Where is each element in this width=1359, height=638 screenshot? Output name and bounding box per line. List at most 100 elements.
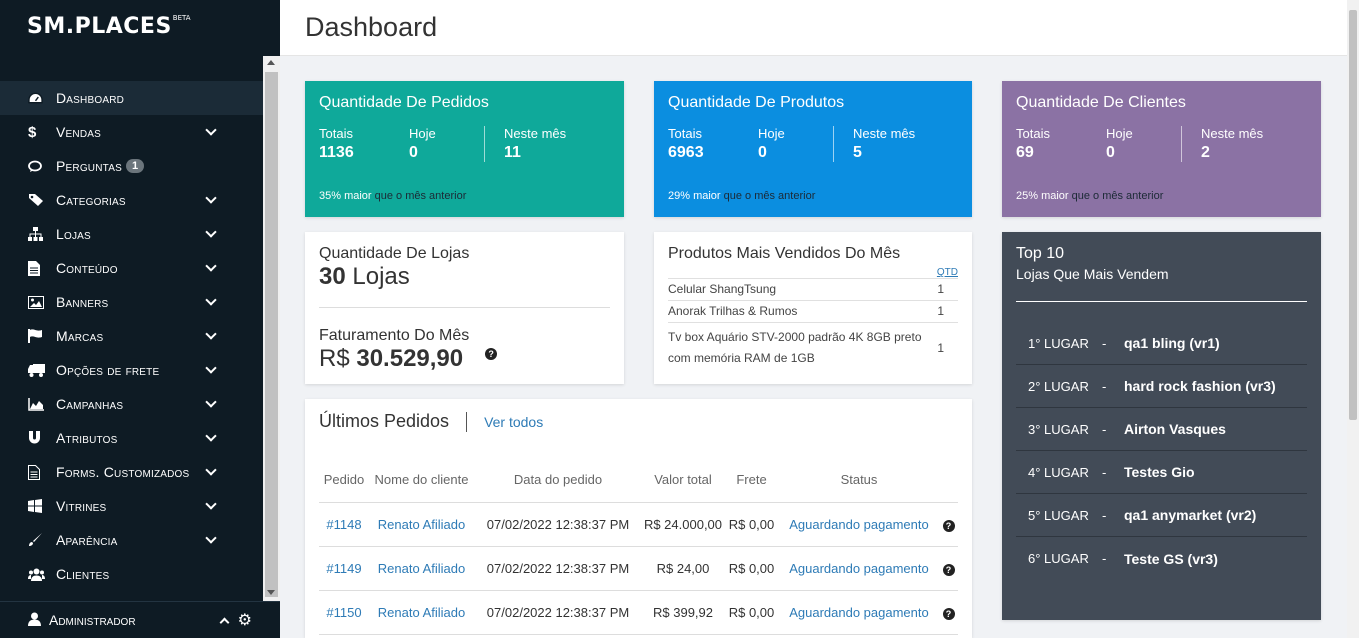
tags-icon <box>28 193 56 207</box>
sidebar-item-lojas[interactable]: Lojas <box>0 217 263 251</box>
scroll-down-arrow-icon[interactable] <box>267 590 275 595</box>
stat-title: Quantidade De Clientes <box>1016 94 1186 111</box>
table-row: Anorak Trilhas & Rumos 1 <box>668 300 958 323</box>
area-chart-icon <box>28 397 56 411</box>
table-row: Tv box Aquário STV-2000 padrão 4K 8GB pr… <box>668 322 958 373</box>
sidebar-item-aparencia[interactable]: Aparência <box>0 523 263 557</box>
chevron-down-icon[interactable] <box>205 328 217 340</box>
lojas-count-section: Quantidade De Lojas 30 Lojas <box>319 245 610 291</box>
sitemap-icon <box>28 227 56 241</box>
stat-month: 11 <box>504 144 521 161</box>
table-row: Celular ShangTsung 1 <box>668 278 958 301</box>
logo[interactable]: SM.PLACESBETA <box>27 14 191 39</box>
mais-vendidos-title: Produtos Mais Vendidos Do Mês <box>668 245 901 262</box>
brush-icon <box>28 533 56 547</box>
status-link[interactable]: Aguardando pagamento <box>779 546 939 591</box>
chevron-down-icon[interactable] <box>205 430 217 442</box>
table-row: #1149 Renato Afiliado 07/02/2022 12:38:3… <box>319 546 958 591</box>
sidebar-item-forms-customizados[interactable]: Forms. Customizados <box>0 455 263 489</box>
ultimos-pedidos-card: Últimos Pedidos Ver todos Pedido Nome do… <box>305 399 972 638</box>
sidebar-menu: Dashboard $ Vendas Perguntas 1 Categoria… <box>0 81 263 591</box>
chevron-down-icon[interactable] <box>205 464 217 476</box>
sidebar-item-vitrines[interactable]: Vitrines <box>0 489 263 523</box>
sidebar: SM.PLACESBETA Dashboard $ Vendas Pergunt… <box>0 0 280 638</box>
produtos-stat-card: Quantidade De Produtos Totais 6963 Hoje 0 … <box>654 81 972 217</box>
orders-table: Pedido Nome do cliente Data do pedido Va… <box>319 458 958 635</box>
flag-icon <box>28 329 56 343</box>
chevron-down-icon[interactable] <box>205 498 217 510</box>
stat-title: Quantidade De Pedidos <box>319 94 489 111</box>
client-link[interactable]: Renato Afiliado <box>369 502 474 547</box>
page-title: Dashboard <box>305 12 438 42</box>
image-icon <box>28 295 56 309</box>
orders-header: Últimos Pedidos Ver todos <box>319 411 958 432</box>
chevron-down-icon[interactable] <box>205 396 217 408</box>
magnet-icon <box>28 431 56 445</box>
chevron-down-icon[interactable] <box>205 362 217 374</box>
view-all-link[interactable]: Ver todos <box>484 413 544 430</box>
sidebar-item-categorias[interactable]: Categorias <box>0 183 263 217</box>
sidebar-scroll-thumb[interactable] <box>265 72 278 597</box>
sidebar-item-campanhas[interactable]: Campanhas <box>0 387 263 421</box>
sidebar-item-banners[interactable]: Banners <box>0 285 263 319</box>
scroll-up-arrow-icon[interactable] <box>267 60 275 65</box>
file-icon <box>28 260 56 276</box>
client-link[interactable]: Renato Afiliado <box>369 590 474 635</box>
sidebar-item-clientes[interactable]: Clientes <box>0 557 263 591</box>
client-link[interactable]: Renato Afiliado <box>369 546 474 591</box>
pedidos-stat-card: Quantidade De Pedidos Totais 1136 Hoje 0 N… <box>305 81 624 217</box>
help-icon[interactable]: ? <box>942 563 955 576</box>
chevron-down-icon[interactable] <box>205 124 217 136</box>
sidebar-item-dashboard[interactable]: Dashboard <box>0 81 263 115</box>
help-icon[interactable]: ? <box>942 519 955 532</box>
mais-vendidos-table: Celular ShangTsung 1 Anorak Trilhas & Rum… <box>668 278 958 373</box>
qty-header[interactable]: QTD <box>936 267 958 278</box>
order-id-link[interactable]: #1149 <box>319 546 369 591</box>
stat-total: 69 <box>1016 144 1034 161</box>
chevron-down-icon[interactable] <box>205 294 217 306</box>
top10-title: Top 10 <box>1016 245 1065 262</box>
table-row: #1150 Renato Afiliado 07/02/2022 12:38:3… <box>319 590 958 635</box>
ranking-row: 4° LUGAR - Testes Gio <box>1016 451 1307 494</box>
windows-icon <box>28 499 56 513</box>
stat-comparison: 35% maior que o mês anterior <box>319 190 467 202</box>
page-scroll-thumb[interactable] <box>1349 10 1357 420</box>
stat-today: 0 <box>758 144 767 161</box>
stat-month: 5 <box>853 144 862 161</box>
sidebar-scrollbar[interactable] <box>263 56 280 601</box>
divider <box>466 411 468 432</box>
sidebar-item-marcas[interactable]: Marcas <box>0 319 263 353</box>
dollar-icon: $ <box>28 123 37 141</box>
order-id-link[interactable]: #1148 <box>319 502 369 547</box>
sidebar-item-conteudo[interactable]: Conteúdo <box>0 251 263 285</box>
stat-today: 0 <box>409 144 418 161</box>
chevron-down-icon[interactable] <box>205 532 217 544</box>
stat-comparison: 29% maior que o mês anterior <box>668 190 816 202</box>
stat-title: Quantidade De Produtos <box>668 94 845 111</box>
user-menu[interactable]: Administrador ⚙ <box>0 601 280 638</box>
chevron-down-icon[interactable] <box>205 260 217 272</box>
chevron-down-icon[interactable] <box>205 226 217 238</box>
status-link[interactable]: Aguardando pagamento <box>779 502 939 547</box>
stat-total: 6963 <box>668 144 704 161</box>
help-icon[interactable]: ? <box>485 348 498 360</box>
ranking-row: 2° LUGAR - hard rock fashion (vr3) <box>1016 365 1307 408</box>
chevron-up-icon[interactable] <box>219 617 230 627</box>
status-link[interactable]: Aguardando pagamento <box>779 590 939 635</box>
comments-icon <box>28 160 56 173</box>
chevron-down-icon[interactable] <box>205 192 217 204</box>
gear-icon[interactable]: ⚙ <box>237 612 252 629</box>
ranking-row: 6° LUGAR - Teste GS (vr3) <box>1028 550 1218 567</box>
sidebar-item-opcoes-frete[interactable]: Opções de frete <box>0 353 263 387</box>
help-icon[interactable]: ? <box>942 607 955 620</box>
orders-title: Últimos Pedidos <box>319 411 450 431</box>
users-icon <box>28 568 56 581</box>
stat-total: 1136 <box>319 144 354 161</box>
sidebar-item-perguntas[interactable]: Perguntas 1 <box>0 149 263 183</box>
order-id-link[interactable]: #1150 <box>319 590 369 635</box>
faturamento-title: Faturamento Do Mês <box>319 327 470 344</box>
sidebar-item-vendas[interactable]: $ Vendas <box>0 115 263 149</box>
page-scrollbar[interactable] <box>1347 0 1359 638</box>
ranking-row: 1° LUGAR - qa1 bling (vr1) <box>1016 322 1307 365</box>
sidebar-item-atributos[interactable]: Atributos <box>0 421 263 455</box>
